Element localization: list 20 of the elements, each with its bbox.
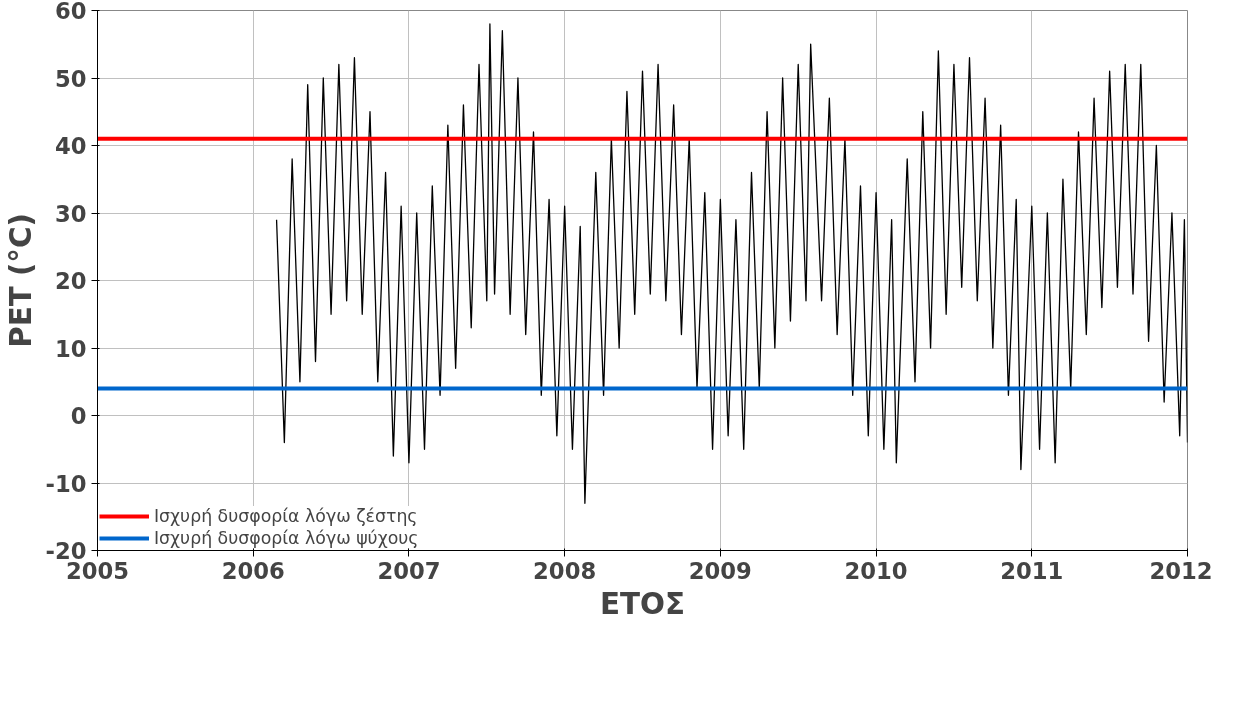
y-tick-label: 30 <box>54 200 87 227</box>
y-tick-label: -10 <box>45 470 87 497</box>
y-axis-title: PET (°C) <box>3 213 38 348</box>
legend-label: Ισχυρή δυσφορία λόγω ζέστης <box>154 506 418 526</box>
y-tick-label: 40 <box>54 133 87 159</box>
x-tick-label: 2010 <box>844 557 908 584</box>
y-tick-label: 20 <box>54 268 87 294</box>
y-tick-label: 50 <box>54 65 87 92</box>
line-series <box>275 23 1188 504</box>
x-tick-label: 2012 <box>1149 557 1213 584</box>
x-axis-title: ΕΤΟΣ <box>600 586 686 621</box>
x-tick-label: 2006 <box>221 557 285 584</box>
y-tick-label: 0 <box>70 403 87 429</box>
y-tick-label: 60 <box>54 0 87 24</box>
legend-label: Ισχυρή δυσφορία λόγω ψύχους <box>154 528 419 548</box>
x-tick-label: 2009 <box>688 557 752 584</box>
y-tick-label: 10 <box>54 335 87 362</box>
x-tick-label: 2008 <box>533 557 597 584</box>
x-tick-label: 2011 <box>1000 557 1064 584</box>
x-tick-label: 2007 <box>377 557 441 584</box>
